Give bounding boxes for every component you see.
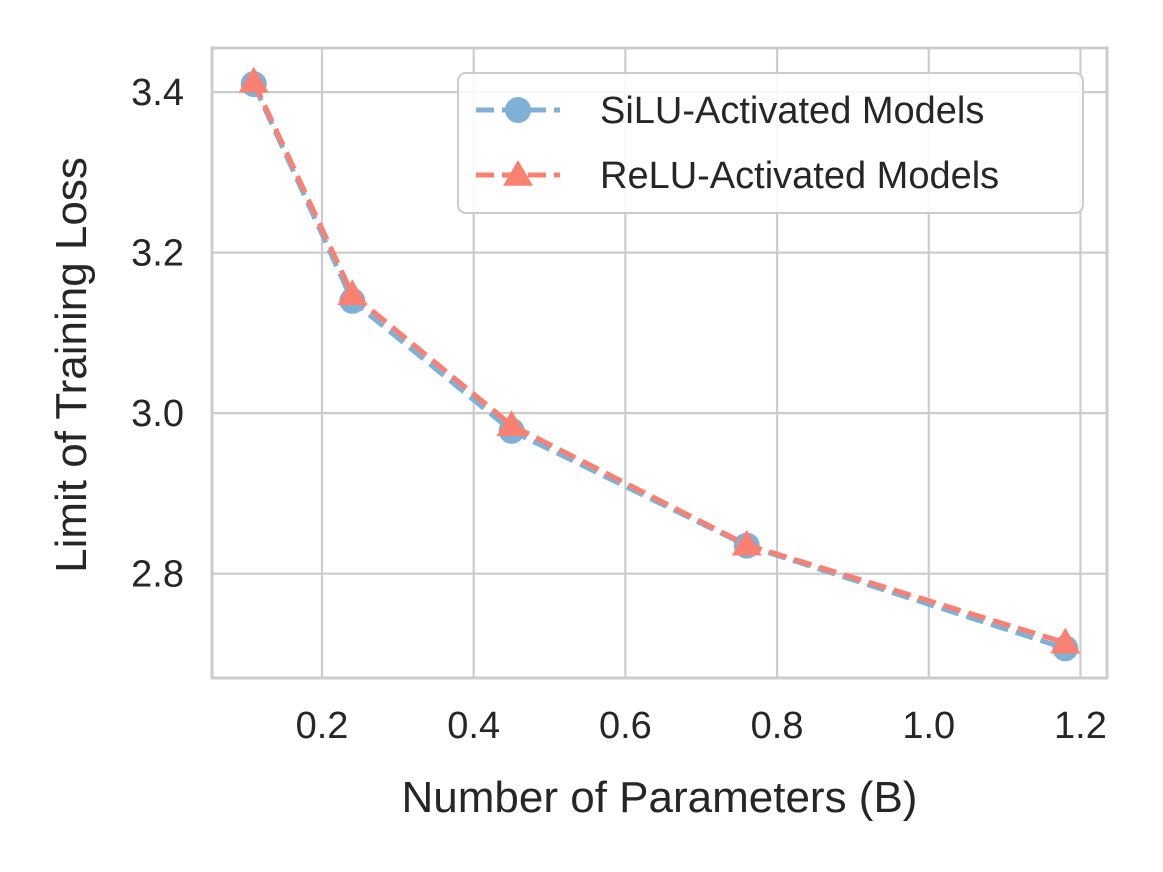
series-2-point <box>1050 627 1081 654</box>
y-tick-label: 3.4 <box>131 72 184 114</box>
legend: SiLU-Activated Models ReLU-Activated Mode… <box>457 72 1084 214</box>
plot-frame <box>210 46 1109 680</box>
series-2-point <box>731 529 762 556</box>
series-2-line <box>251 80 1067 646</box>
legend-item: ReLU-Activated Models <box>476 155 999 197</box>
x-axis-label: Number of Parameters (B) <box>402 773 918 822</box>
y-axis-label: Limit of Training Loss <box>47 157 96 573</box>
legend-box <box>457 72 1084 214</box>
legend-marker <box>505 97 531 123</box>
legend-item: SiLU-Activated Models <box>476 90 984 132</box>
y-tick-labels: 2.8 3.0 3.2 3.4 <box>131 72 184 596</box>
series-2 <box>238 66 1081 654</box>
x-tick-label: 0.2 <box>296 705 349 747</box>
x-tick-label: 1.0 <box>902 705 955 747</box>
x-tick-labels: 0.2 0.4 0.6 0.8 1.0 1.2 <box>296 705 1107 747</box>
x-tick-label: 0.4 <box>447 705 500 747</box>
y-tick-label: 3.2 <box>131 233 184 275</box>
y-tick-label: 2.8 <box>131 554 184 596</box>
series-2-point <box>496 410 527 436</box>
series-layer <box>238 66 1081 662</box>
x-tick-label: 1.2 <box>1054 705 1107 747</box>
legend-label: SiLU-Activated Models <box>600 90 984 132</box>
series-2-point <box>337 279 368 306</box>
y-tick-label: 3.0 <box>131 393 184 435</box>
x-tick-label: 0.8 <box>751 705 804 747</box>
x-tick-label: 0.6 <box>599 705 652 747</box>
legend-marker <box>503 160 533 186</box>
legend-label: ReLU-Activated Models <box>600 155 999 197</box>
series-2-point <box>238 66 269 93</box>
